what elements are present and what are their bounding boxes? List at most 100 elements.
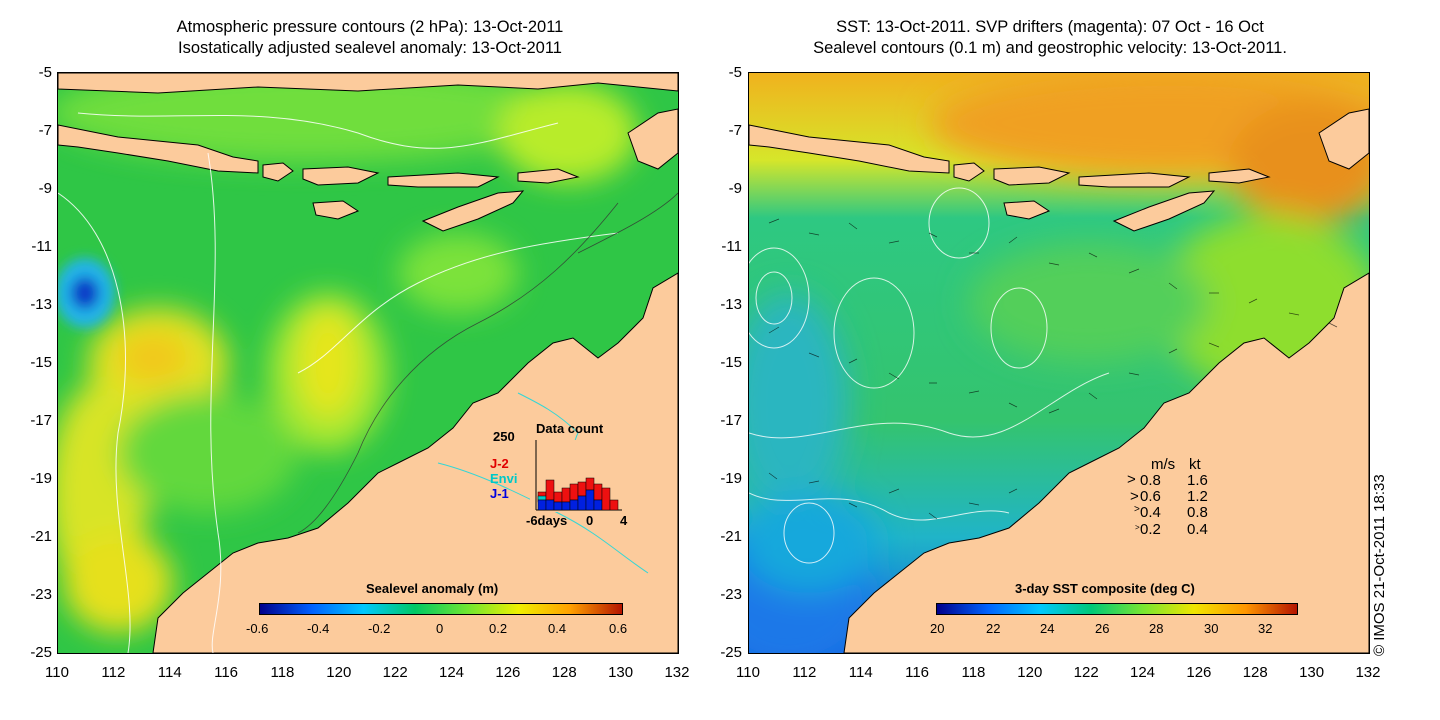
sealevel-eddy-1 — [755, 271, 793, 325]
inset-label-envi: Envi — [490, 471, 518, 486]
inset-label-j2: J-2 — [490, 456, 509, 471]
left-y-tick-5: -15 — [30, 354, 52, 371]
right-y-tick-7: -19 — [720, 470, 742, 487]
left-x-tick-10: 130 — [608, 664, 634, 681]
right-cbar-tick-3: 26 — [1095, 621, 1110, 636]
right-y-tick-9: -23 — [720, 586, 742, 603]
left-x-tick-8: 126 — [495, 664, 521, 681]
left-y-tick-10: -25 — [30, 644, 52, 661]
pressure-contour-4 — [297, 232, 619, 374]
bar-1-blue — [537, 499, 547, 511]
bar-10-red — [609, 499, 619, 511]
anomaly-yellow-mid — [298, 308, 358, 418]
nusa-tenggara-east — [517, 168, 580, 184]
inset-title: Data count — [536, 421, 604, 436]
left-x-tick-2: 114 — [157, 664, 182, 681]
java-island-r — [749, 124, 950, 174]
australia-land-r — [843, 272, 1369, 653]
speed-legend-ms-1: 0.6 — [1140, 488, 1161, 505]
bar-8-blue — [593, 499, 603, 511]
right-y-tick-10: -25 — [720, 644, 742, 661]
left-x-tick-7: 124 — [439, 664, 465, 681]
right-x-tick-4: 118 — [961, 664, 986, 681]
right-y-tick-8: -21 — [720, 528, 742, 545]
left-y-tick-4: -13 — [30, 296, 52, 313]
right-y-tick-4: -13 — [720, 296, 742, 313]
left-x-tick-9: 128 — [551, 664, 577, 681]
left-title-line2: Isostatically adjusted sealevel anomaly:… — [178, 39, 562, 57]
flores — [387, 172, 500, 188]
anomaly-lightgreen-e — [398, 233, 518, 313]
speed-legend-arrow-3: > — [1135, 523, 1140, 532]
sumba-r — [1003, 200, 1051, 220]
bali-lombok — [262, 162, 294, 182]
speed-legend-ms-2: 0.4 — [1140, 504, 1161, 521]
speed-legend-ms-header: m/s — [1151, 456, 1176, 473]
land-right — [749, 108, 1369, 653]
anomaly-yellowgreen-ne — [498, 83, 638, 183]
right-map-panel — [748, 72, 1370, 654]
depth-contour-1 — [297, 202, 619, 534]
velocity-arrows — [768, 218, 1338, 520]
sumbawa — [302, 166, 380, 186]
left-y-tick-2: -9 — [38, 180, 52, 197]
inset-ymax: 250 — [493, 429, 515, 444]
sealevel-eddy-5 — [990, 287, 1048, 369]
speed-legend-kt-3: 0.4 — [1187, 521, 1208, 538]
left-x-tick-4: 118 — [270, 664, 295, 681]
left-title-line1: Atmospheric pressure contours (2 hPa): 1… — [176, 18, 564, 36]
land — [58, 73, 678, 653]
sealevel-eddy-4 — [928, 187, 990, 259]
right-cbar-tick-0: 20 — [930, 621, 945, 636]
sumbawa-r — [993, 166, 1071, 186]
timor — [421, 190, 525, 232]
inset-xtick-1: 0 — [586, 513, 594, 528]
bar-7-blue — [585, 489, 595, 511]
inset-xtick-0: -6days — [526, 513, 568, 528]
left-cbar-tick-5: 0.4 — [548, 621, 567, 636]
speed-legend-arrow-0: > — [1127, 471, 1136, 488]
left-x-tick-6: 122 — [382, 664, 408, 681]
flores-r — [1078, 172, 1191, 188]
right-y-tick-5: -15 — [720, 354, 742, 371]
bar-6-blue — [577, 495, 587, 511]
pressure-contour-3 — [207, 152, 222, 653]
anomaly-orange-west — [118, 333, 188, 383]
right-x-tick-9: 128 — [1242, 664, 1268, 681]
depth-contour-2 — [577, 192, 678, 254]
right-colorbar — [936, 603, 1298, 615]
sealevel-contour-a — [749, 372, 1110, 439]
sst-lightgreen-mid — [969, 243, 1209, 363]
nusa-tenggara-east-r — [1208, 168, 1271, 184]
left-x-tick-3: 116 — [214, 664, 239, 681]
right-x-tick-5: 120 — [1017, 664, 1043, 681]
bar-2-red — [545, 479, 555, 501]
pressure-contour-2 — [58, 192, 131, 653]
sealevel-eddy-3 — [833, 277, 915, 389]
anomaly-lightgreen-se — [118, 393, 298, 513]
right-x-tick-0: 110 — [736, 664, 760, 681]
right-colorbar-title: 3-day SST composite (deg C) — [1015, 581, 1195, 596]
speed-legend-ms-0: 0.8 — [1140, 472, 1161, 489]
bar-5-blue — [569, 499, 579, 511]
timor-r — [1112, 190, 1216, 232]
bar-7-red — [585, 477, 595, 491]
left-colorbar — [259, 603, 623, 615]
australia-land — [152, 272, 678, 653]
right-x-tick-8: 126 — [1186, 664, 1212, 681]
speed-legend-kt-header: kt — [1189, 456, 1201, 473]
ne-islands — [627, 108, 678, 170]
speed-legend-arrow-1: > — [1130, 488, 1139, 505]
left-colorbar-title: Sealevel anomaly (m) — [366, 581, 499, 596]
right-x-tick-10: 130 — [1299, 664, 1325, 681]
sealevel-eddy-6 — [783, 502, 835, 564]
speed-legend-kt-2: 0.8 — [1187, 504, 1208, 521]
sealevel-contour-b — [749, 492, 1010, 521]
right-y-tick-1: -7 — [728, 122, 742, 139]
bathymetry-cyan-2 — [437, 462, 649, 574]
sumba — [312, 200, 360, 220]
ne-islands-r — [1318, 108, 1369, 170]
left-cbar-tick-2: -0.2 — [368, 621, 391, 636]
sealevel-anomaly-map — [58, 73, 678, 653]
right-y-tick-3: -11 — [721, 238, 742, 255]
